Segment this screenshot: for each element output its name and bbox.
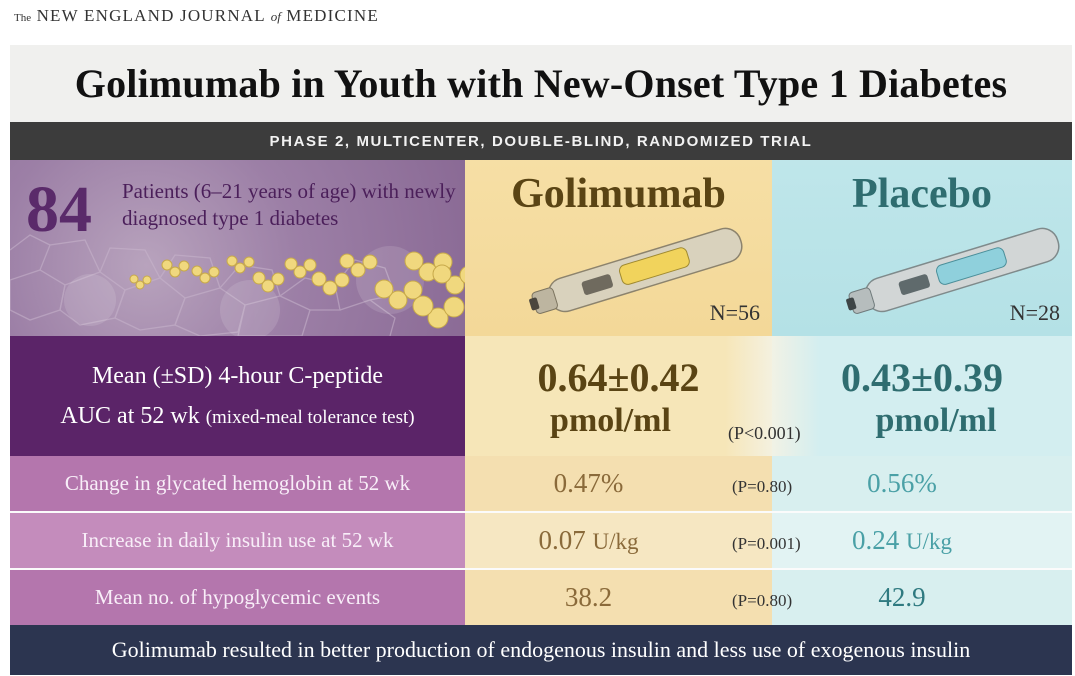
primary-label-main: AUC at 52 wk <box>60 403 200 429</box>
primary-outcome-label: Mean (±SD) 4-hour C-peptide AUC at 52 wk… <box>10 356 465 438</box>
population-panel: 84 Patients (6–21 years of age) with new… <box>10 160 465 336</box>
placebo-n: N=28 <box>1009 300 1060 325</box>
antibody-cluster-illustration <box>129 251 465 329</box>
primary-label-line1: Mean (±SD) 4-hour C-peptide <box>91 363 384 389</box>
secondary-label-cell: Increase in daily insulin use at 52 wk <box>10 513 465 568</box>
secondary-label: Increase in daily insulin use at 52 wk <box>81 528 394 552</box>
golimumab-arm-panel: Golimumab N=56 <box>465 160 772 336</box>
secondary-placebo-cell: 42.9 <box>772 570 1072 625</box>
subtitle-bar: PHASE 2, MULTICENTER, DOUBLE-BLIND, RAND… <box>10 122 1072 160</box>
cell-illustration <box>10 234 465 336</box>
primary-placebo-unit: pmol/ml <box>875 402 997 439</box>
conclusion-text: Golimumab resulted in better production … <box>111 637 971 662</box>
secondary-placebo-unit: U/kg <box>906 529 952 554</box>
secondary-golimumab-cell: 0.07 U/kg <box>465 513 772 568</box>
page-title: Golimumab in Youth with New-Onset Type 1… <box>74 61 1008 106</box>
title-bar: Golimumab in Youth with New-Onset Type 1… <box>10 45 1072 122</box>
primary-golimumab-cell: 0.64±0.42 pmol/ml <box>465 336 772 456</box>
journal-the: The <box>14 12 32 24</box>
trial-design: PHASE 2, MULTICENTER, DOUBLE-BLIND, RAND… <box>269 132 813 150</box>
secondary-golimumab-value: 0.47% <box>553 468 624 498</box>
primary-placebo-cell: 0.43±0.39 pmol/ml <box>772 336 1072 456</box>
secondary-placebo-cell: 0.56% <box>772 456 1072 511</box>
journal-of: of <box>270 9 281 24</box>
row-divider <box>10 511 1072 513</box>
secondary-golimumab-cell: 0.47% <box>465 456 772 511</box>
primary-outcome-label-cell: Mean (±SD) 4-hour C-peptide AUC at 52 wk… <box>10 336 465 456</box>
journal-name: NEW ENGLAND JOURNAL <box>36 6 266 25</box>
secondary-placebo-value: 0.56% <box>867 468 937 498</box>
secondary-golimumab-value: 0.07 U/kg <box>539 525 639 556</box>
secondary-placebo-value: 0.24 U/kg <box>852 525 952 556</box>
primary-label-note: (mixed-meal tolerance test) <box>205 407 415 428</box>
primary-golimumab-value: 0.64±0.42 <box>537 355 700 400</box>
secondary-label: Mean no. of hypoglycemic events <box>94 585 381 609</box>
primary-placebo-value: 0.43±0.39 <box>841 355 1003 400</box>
golimumab-arm-title: Golimumab <box>511 171 726 217</box>
journal-medicine: MEDICINE <box>286 6 379 25</box>
secondary-p-value: (P=0.001) <box>732 534 801 553</box>
population-description: Patients (6–21 years of age) with newly … <box>122 179 456 230</box>
secondary-placebo-cell: 0.24 U/kg <box>772 513 1072 568</box>
secondary-p-value: (P=0.80) <box>732 477 793 496</box>
placebo-arm-title: Placebo <box>852 171 992 217</box>
conclusion-bar: Golimumab resulted in better production … <box>10 625 1072 675</box>
secondary-golimumab-value: 38.2 <box>564 582 613 612</box>
pen-injector-blue-icon <box>846 227 1060 314</box>
patient-count: 84 <box>26 173 92 246</box>
secondary-golimumab-number: 0.07 <box>538 525 586 555</box>
primary-label-line2: AUC at 52 wk (mixed-meal tolerance test) <box>10 396 465 438</box>
pvalue-column-shade <box>725 336 820 456</box>
secondary-placebo-number: 0.24 <box>852 525 900 555</box>
secondary-label-cell: Mean no. of hypoglycemic events <box>10 570 465 625</box>
placebo-arm-panel: Placebo N=28 <box>772 160 1072 336</box>
row-divider <box>10 568 1072 570</box>
pen-injector-gold-icon <box>529 227 743 314</box>
secondary-golimumab-unit: U/kg <box>592 529 639 554</box>
journal-masthead: The NEW ENGLAND JOURNAL of MEDICINE <box>14 6 379 26</box>
secondary-placebo-value: 42.9 <box>878 582 926 612</box>
visual-abstract: Golimumab in Youth with New-Onset Type 1… <box>10 45 1072 675</box>
primary-p-value: (P<0.001) <box>728 423 801 443</box>
secondary-label: Change in glycated hemoglobin at 52 wk <box>64 471 411 495</box>
secondary-p-value: (P=0.80) <box>732 591 793 610</box>
golimumab-n: N=56 <box>709 300 760 325</box>
secondary-golimumab-cell: 38.2 <box>465 570 772 625</box>
primary-golimumab-unit: pmol/ml <box>550 402 671 439</box>
secondary-label-cell: Change in glycated hemoglobin at 52 wk <box>10 456 465 511</box>
